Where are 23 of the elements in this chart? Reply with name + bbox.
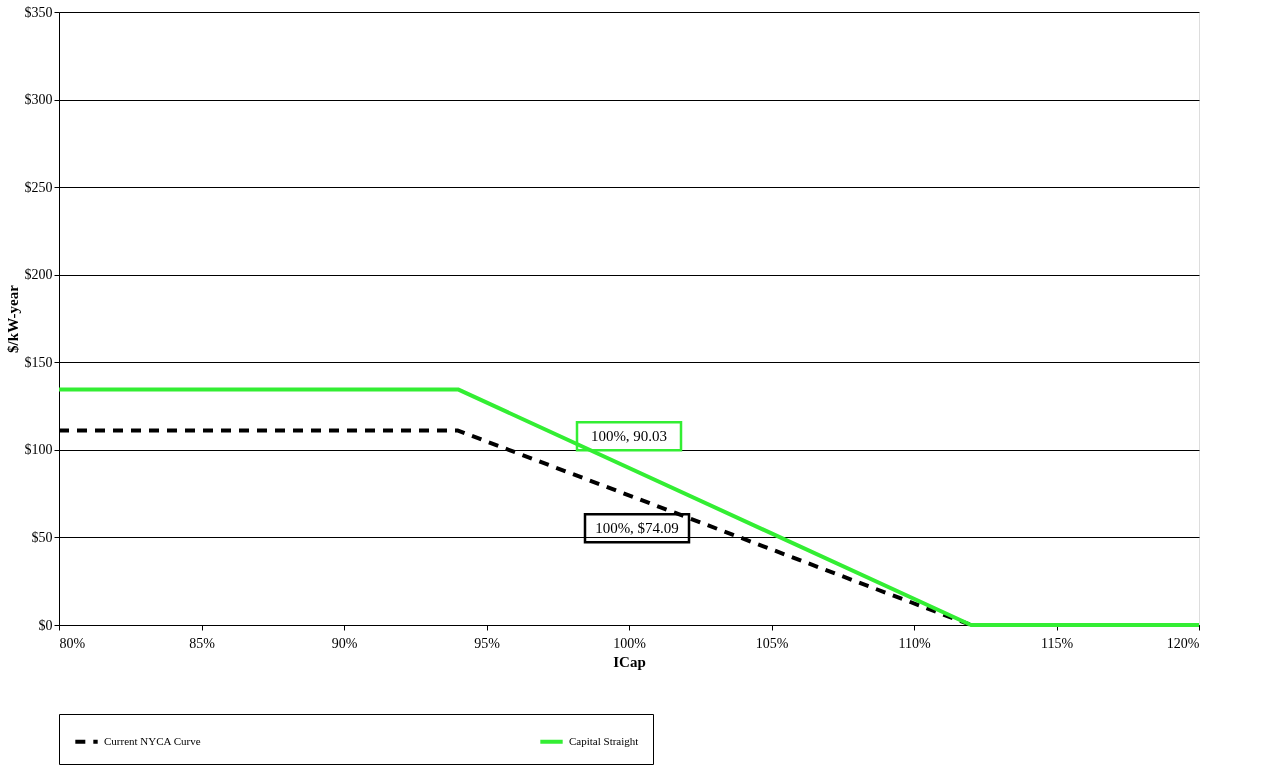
x-tick-label: 120% [1166,635,1200,651]
x-tick-label: 80% [59,635,86,651]
y-axis-title: $/kW-year [4,284,21,353]
y-tick-label: $350 [24,4,53,20]
x-tick-label: 110% [898,635,931,651]
y-tick-label: $300 [24,92,53,108]
x-tick-label: 90% [331,635,358,651]
legend-label: Current NYCA Curve [104,734,201,747]
y-tick-label: $0 [38,617,53,633]
annotation: 100%, 90.03 [590,428,668,445]
x-tick-label: 115% [1040,635,1074,651]
x-tick-label: 95% [474,635,501,651]
y-tick-label: $150 [24,354,53,370]
x-tick-label: 105% [755,635,789,651]
x-tick-label: 100% [613,635,647,651]
y-tick-label: $50 [31,529,53,545]
x-axis-title: ICap [613,653,646,670]
y-tick-label: $100 [24,442,53,458]
annotation: 100%, $74.09 [595,520,679,537]
x-tick-label: 85% [189,635,216,651]
y-tick-label: $250 [24,179,53,195]
legend-label: Capital Straight [569,734,639,747]
y-tick-label: $200 [24,267,53,283]
